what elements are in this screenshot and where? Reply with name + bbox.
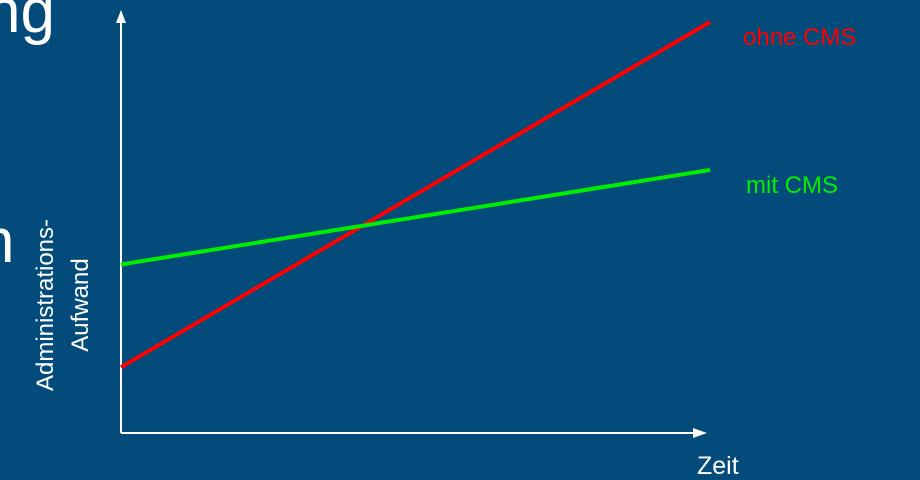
- y-axis-label-line-2: Aufwand: [67, 258, 94, 351]
- series-line-mit-cms: [120, 167, 711, 267]
- y-axis-label-line-1: Administrations-: [32, 219, 59, 391]
- background-text-fragment: n: [0, 207, 14, 276]
- series-group: [119, 20, 712, 369]
- series-line-ohne-cms: [119, 20, 712, 369]
- x-axis-arrow: [693, 428, 707, 438]
- series-label-mit-cms: mit CMS: [746, 172, 838, 199]
- background-title-fragment: ng: [0, 0, 55, 46]
- x-axis-label: Zeit: [697, 452, 739, 480]
- y-axis-arrow: [116, 10, 126, 23]
- series-label-ohne-cms: ohne CMS: [743, 24, 856, 51]
